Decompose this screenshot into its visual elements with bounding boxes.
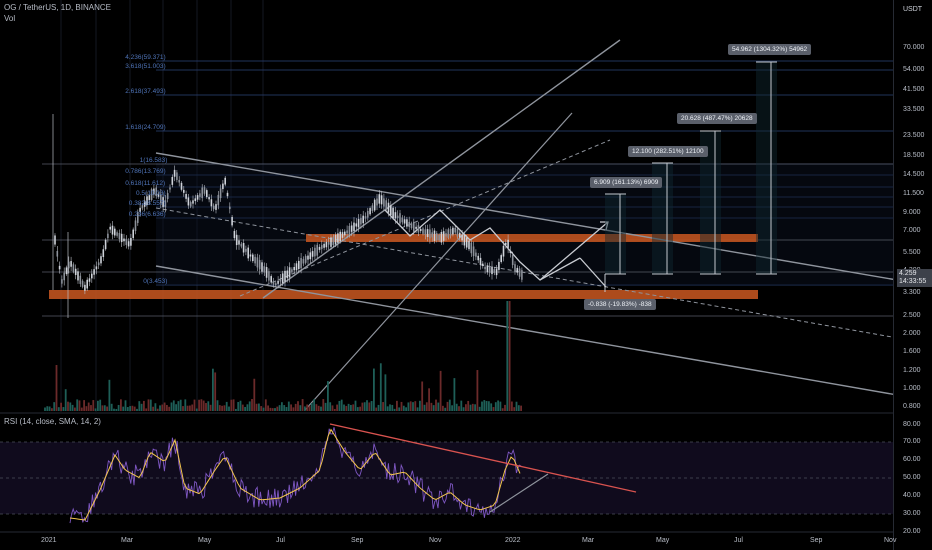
target-callout-1[interactable]: 6.909 (161.13%) 6909 — [590, 177, 663, 188]
fib-retracement — [156, 60, 893, 286]
rsi-downtrend — [329, 423, 637, 493]
rsi-axis-tick: 60.00 — [903, 456, 921, 463]
rsi-axis-tick: 40.00 — [903, 492, 921, 499]
projection-path — [384, 209, 609, 288]
target-callout-4[interactable]: 54.962 (1304.32%) 54962 — [728, 44, 812, 55]
price-axis-tick: 18.500 — [903, 152, 925, 159]
volume-label: Vol — [4, 14, 16, 23]
rsi-axis-tick: 20.00 — [903, 528, 921, 535]
price-axis-tick: 2.000 — [903, 330, 921, 337]
rsi-line — [69, 427, 522, 524]
price-axis-tick: 41.500 — [903, 86, 925, 93]
symbol-title[interactable]: OG / TetherUS, 1D, BINANCE — [4, 3, 111, 12]
price-axis-tick: 11.500 — [903, 190, 924, 197]
fib-level-label: 0.5(10.03) — [136, 190, 166, 197]
time-axis-tick: Nov — [884, 537, 897, 544]
rsi-sma-line — [69, 428, 521, 521]
price-axis-tick: 3.300 — [903, 289, 921, 296]
rsi-label[interactable]: RSI (14, close, SMA, 14, 2) — [4, 417, 101, 426]
price-axis-tick: 0.800 — [903, 403, 921, 410]
price-axis-tick: 54.000 — [903, 66, 925, 73]
fib-level-label: 1(16.583) — [139, 157, 168, 164]
fib-level-label: 2.618(37.493) — [125, 88, 166, 95]
price-axis-tick: 14.500 — [903, 171, 925, 178]
rsi-axis-tick: 30.00 — [903, 510, 921, 517]
time-axis-tick: Sep — [810, 537, 823, 544]
time-axis-tick: May — [198, 537, 212, 544]
time-axis-tick: Sep — [351, 537, 364, 544]
time-axis-tick: Jul — [734, 537, 743, 544]
target-callout-3[interactable]: 20.628 (487.47%) 20628 — [677, 113, 757, 124]
time-axis-tick: 2021 — [41, 537, 57, 544]
time-axis-tick: May — [656, 537, 670, 544]
last-price-tag: 4.259 14:33:55 — [897, 269, 932, 287]
fib-level-label: 0.382(8.557) — [128, 200, 166, 207]
time-axis-tick: Mar — [582, 537, 595, 544]
time-axis-tick: Jul — [276, 537, 285, 544]
target-callout-2[interactable]: 12.100 (282.51%) 12100 — [628, 146, 708, 157]
fib-level-label: 1.618(24.709) — [125, 124, 166, 131]
price-axis-tick: 1.000 — [903, 385, 921, 392]
rsi-panel — [0, 412, 893, 533]
last-price: 4.259 — [899, 270, 917, 277]
fib-level-label: 0.786(13.769) — [125, 168, 166, 175]
candles — [52, 114, 523, 318]
grid-lines — [60, 0, 264, 412]
rsi-axis-tick: 80.00 — [903, 421, 921, 428]
price-axis-tick: 7.000 — [903, 227, 921, 234]
currency-label: USDT — [903, 6, 923, 13]
price-axis-tick: 1.200 — [903, 367, 921, 374]
price-axis-tick: 1.600 — [903, 348, 921, 355]
fib-level-label: 4.236(59.371) — [125, 54, 166, 61]
rsi-axis-tick: 50.00 — [903, 474, 921, 481]
volume-bars — [44, 301, 522, 411]
price-axis-tick: 2.500 — [903, 312, 921, 319]
target-measures — [604, 61, 777, 292]
price-axis-tick: 5.500 — [903, 249, 921, 256]
time-axis-tick: Nov — [429, 537, 442, 544]
fib-level-label: 0.236(6.636) — [128, 211, 166, 218]
price-axis-tick: 33.500 — [903, 106, 925, 113]
rsi-uptrend — [489, 473, 549, 513]
target-callout-down[interactable]: -0.838 (-19.83%) -838 — [584, 299, 656, 310]
support-zone — [49, 290, 758, 299]
price-axis-tick: 23.500 — [903, 132, 925, 139]
fib-level-label: 3.618(51.003) — [125, 63, 166, 70]
fib-level-label: 0(3.453) — [143, 278, 168, 285]
resistance-zone — [306, 234, 758, 242]
time-axis-tick: 2022 — [505, 537, 521, 544]
price-axis-tick: 9.000 — [903, 209, 921, 216]
bar-countdown: 14:33:55 — [899, 278, 927, 285]
price-axis-tick: 70.000 — [903, 44, 925, 51]
fib-level-label: 0.618(11.612) — [125, 180, 166, 187]
time-axis-tick: Mar — [121, 537, 134, 544]
rsi-axis-tick: 70.00 — [903, 438, 921, 445]
